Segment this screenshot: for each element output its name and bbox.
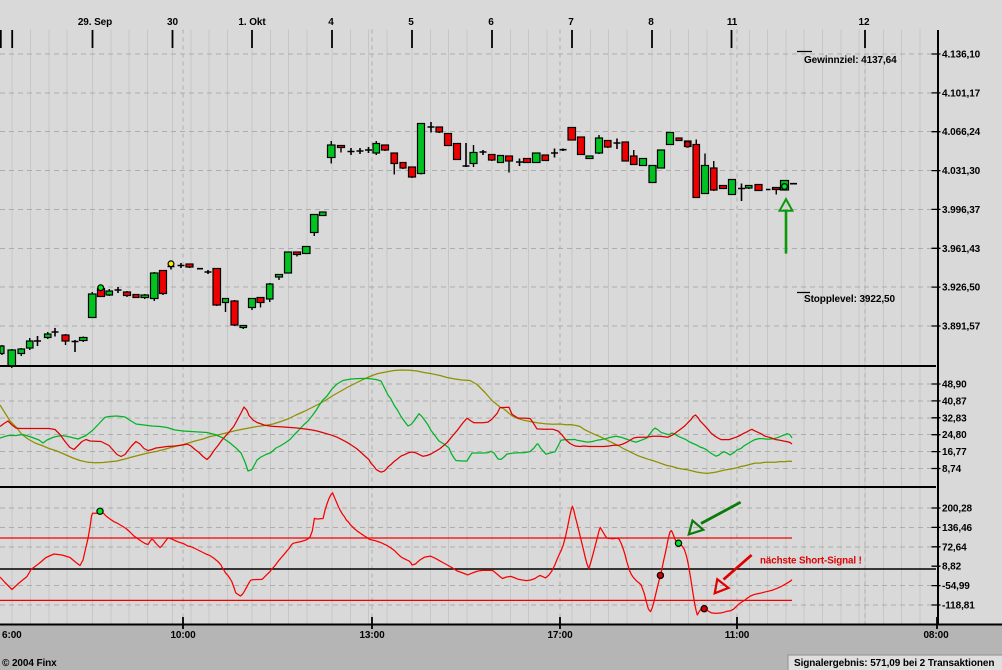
svg-text:32,83: 32,83 — [942, 413, 967, 424]
svg-text:3.926,50: 3.926,50 — [942, 283, 981, 294]
svg-text:8,74: 8,74 — [942, 464, 962, 475]
svg-text:Signalergebnis: 571,09 bei 2 T: Signalergebnis: 571,09 bei 2 Transaktion… — [794, 658, 994, 669]
svg-text:Stopplevel: 3922,50: Stopplevel: 3922,50 — [804, 294, 895, 305]
svg-text:-118,81: -118,81 — [942, 601, 975, 612]
svg-text:1. Okt: 1. Okt — [238, 17, 266, 28]
svg-text:-54,99: -54,99 — [942, 581, 970, 592]
svg-text:3.891,57: 3.891,57 — [942, 322, 981, 333]
svg-text:nächste Short-Signal !: nächste Short-Signal ! — [760, 556, 862, 567]
svg-text:3.961,43: 3.961,43 — [942, 244, 981, 255]
svg-text:12: 12 — [859, 17, 870, 28]
svg-text:4: 4 — [328, 17, 334, 28]
svg-text:4.031,30: 4.031,30 — [942, 166, 981, 177]
svg-text:08:00: 08:00 — [923, 630, 949, 641]
svg-text:30: 30 — [167, 17, 178, 28]
svg-text:48,90: 48,90 — [942, 380, 967, 391]
svg-text:7: 7 — [568, 17, 574, 28]
svg-text:6: 6 — [488, 17, 494, 28]
svg-text:4.066,24: 4.066,24 — [942, 127, 981, 138]
svg-text:10:00: 10:00 — [170, 630, 196, 641]
svg-text:Gewinnziel: 4137,64: Gewinnziel: 4137,64 — [804, 55, 897, 66]
svg-text:24,80: 24,80 — [942, 430, 967, 441]
svg-text:6:00: 6:00 — [2, 630, 22, 641]
svg-text:3.996,37: 3.996,37 — [942, 205, 981, 216]
svg-text:136,46: 136,46 — [942, 523, 973, 534]
svg-text:16,77: 16,77 — [942, 447, 967, 458]
svg-text:8,82: 8,82 — [942, 562, 962, 573]
svg-text:5: 5 — [408, 17, 414, 28]
svg-text:17:00: 17:00 — [547, 630, 573, 641]
svg-text:4.101,17: 4.101,17 — [942, 88, 981, 99]
svg-text:13:00: 13:00 — [359, 630, 385, 641]
svg-text:8: 8 — [648, 17, 654, 28]
svg-text:200,28: 200,28 — [942, 504, 973, 515]
svg-text:72,64: 72,64 — [942, 542, 967, 553]
svg-text:40,87: 40,87 — [942, 396, 967, 407]
svg-text:11: 11 — [727, 17, 738, 28]
svg-text:29. Sep: 29. Sep — [78, 17, 112, 28]
svg-text:4.136,10: 4.136,10 — [942, 50, 981, 61]
svg-text:11:00: 11:00 — [725, 630, 750, 641]
svg-text:© 2004 Finx: © 2004 Finx — [2, 658, 57, 669]
